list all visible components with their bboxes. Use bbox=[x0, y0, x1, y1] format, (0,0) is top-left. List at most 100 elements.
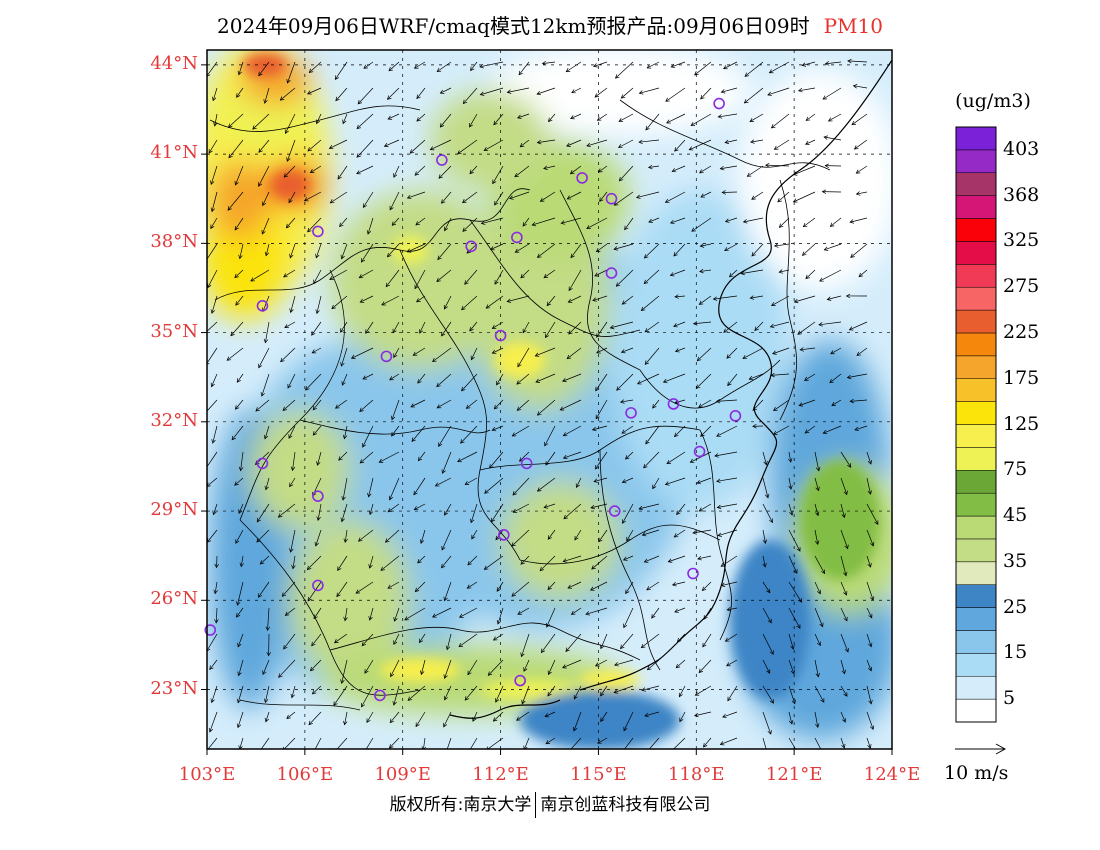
wind-arrow bbox=[546, 295, 556, 306]
wind-arrowhead bbox=[698, 507, 704, 512]
wind-arrow bbox=[379, 451, 400, 463]
wind-arrow bbox=[393, 347, 400, 358]
wind-arrow bbox=[537, 243, 556, 258]
wind-arrowhead bbox=[535, 378, 540, 383]
wind-arrowhead bbox=[286, 78, 291, 84]
wind-arrowhead bbox=[742, 354, 747, 359]
wind-arrow bbox=[568, 295, 582, 303]
wind-arrowhead bbox=[234, 225, 239, 231]
wind-arrowhead bbox=[544, 713, 550, 718]
wind-arrow bbox=[562, 659, 582, 669]
wind-arrowhead bbox=[311, 689, 317, 695]
wind-arrow bbox=[360, 295, 374, 303]
wind-arrowhead bbox=[439, 89, 445, 94]
wind-arrowhead bbox=[531, 221, 537, 227]
wind-arrowhead bbox=[412, 351, 418, 356]
wind-arrowhead bbox=[778, 269, 784, 274]
wind-arrowhead bbox=[238, 509, 243, 515]
wind-arrowhead bbox=[703, 615, 708, 620]
wind-arrowhead bbox=[644, 328, 650, 333]
station-marker bbox=[520, 457, 533, 470]
wind-arrowhead bbox=[207, 362, 210, 365]
wind-arrow bbox=[830, 347, 842, 355]
wind-arrowhead bbox=[626, 536, 631, 542]
wind-arrow bbox=[361, 685, 374, 708]
wind-arrowhead bbox=[799, 347, 805, 352]
wind-arrowhead bbox=[511, 542, 516, 547]
wind-arrow bbox=[490, 243, 504, 250]
wind-arrow bbox=[438, 425, 452, 447]
wind-arrowhead bbox=[416, 94, 421, 100]
colorbar-swatch bbox=[955, 584, 997, 608]
wind-arrow bbox=[866, 555, 871, 568]
wind-arrow bbox=[674, 295, 686, 298]
wind-arrowhead bbox=[646, 665, 652, 671]
wind-arrow bbox=[585, 607, 608, 615]
wind-arrowhead bbox=[600, 691, 605, 697]
wind-arrow bbox=[366, 711, 374, 723]
wind-arrow bbox=[255, 399, 270, 412]
wind-arrowhead bbox=[767, 618, 772, 624]
wind-arrow bbox=[623, 711, 634, 731]
wind-arrowhead bbox=[429, 146, 435, 151]
wind-arrow bbox=[561, 217, 582, 224]
monitoring-stations bbox=[204, 97, 742, 702]
wind-arrowhead bbox=[386, 252, 392, 258]
station-marker bbox=[511, 231, 523, 244]
wind-arrowhead bbox=[544, 441, 549, 447]
wind-arrow bbox=[537, 139, 556, 143]
wind-arrow bbox=[762, 503, 773, 523]
wind-arrow bbox=[717, 503, 738, 508]
wind-arrow bbox=[597, 737, 608, 744]
colorbar-tick-label: 175 bbox=[1003, 366, 1040, 389]
wind-arrowhead bbox=[462, 99, 468, 105]
wind-arrow bbox=[697, 555, 712, 560]
wind-arrow bbox=[749, 373, 764, 380]
wind-arrowhead bbox=[466, 584, 472, 589]
wind-arrowhead bbox=[797, 88, 803, 93]
wind-arrowhead bbox=[494, 200, 499, 206]
wind-arrow bbox=[773, 399, 790, 411]
wind-arrowhead bbox=[868, 613, 873, 619]
colorbar bbox=[955, 126, 997, 723]
wind-arrowhead bbox=[441, 545, 446, 551]
wind-arrowhead bbox=[724, 218, 730, 223]
wind-arrowhead bbox=[514, 248, 520, 253]
wind-arrow bbox=[288, 191, 296, 203]
wind-arrow bbox=[545, 451, 556, 466]
wind-arrowhead bbox=[461, 386, 466, 392]
station-marker bbox=[256, 457, 269, 470]
wind-arrowhead bbox=[562, 377, 567, 383]
wind-arrow bbox=[725, 633, 738, 642]
colorbar-swatch bbox=[955, 149, 997, 174]
wind-arrow bbox=[794, 295, 816, 303]
wind-arrowhead bbox=[643, 254, 649, 259]
wind-arrow bbox=[334, 61, 348, 80]
wind-arrow bbox=[590, 503, 608, 509]
wind-arrowhead bbox=[567, 750, 571, 754]
wind-arrow bbox=[467, 581, 478, 589]
colorbar-swatch bbox=[955, 447, 997, 471]
wind-arrow bbox=[413, 477, 426, 495]
wind-arrow bbox=[283, 269, 296, 278]
wind-arrowhead bbox=[210, 698, 215, 704]
wind-arrowhead bbox=[570, 115, 575, 120]
wind-arrowhead bbox=[695, 384, 701, 389]
wind-arrow bbox=[380, 555, 400, 571]
wind-arrow bbox=[543, 503, 556, 508]
wind-arrowhead bbox=[769, 518, 773, 524]
wind-arrow bbox=[355, 581, 374, 594]
wind-arrow bbox=[335, 399, 348, 409]
wind-arrow bbox=[703, 607, 712, 620]
wind-arrowhead bbox=[315, 253, 320, 259]
wind-arrowhead bbox=[821, 753, 824, 757]
wind-arrowhead bbox=[547, 670, 552, 676]
wind-arrow bbox=[311, 633, 322, 647]
wind-arrow bbox=[591, 555, 608, 570]
wind-arrowhead bbox=[406, 194, 412, 200]
wind-arrow bbox=[287, 373, 296, 389]
wind-arrowhead bbox=[594, 662, 600, 667]
wind-arrow bbox=[548, 113, 556, 122]
wind-arrow bbox=[207, 477, 218, 487]
wind-arrowhead bbox=[286, 157, 291, 162]
